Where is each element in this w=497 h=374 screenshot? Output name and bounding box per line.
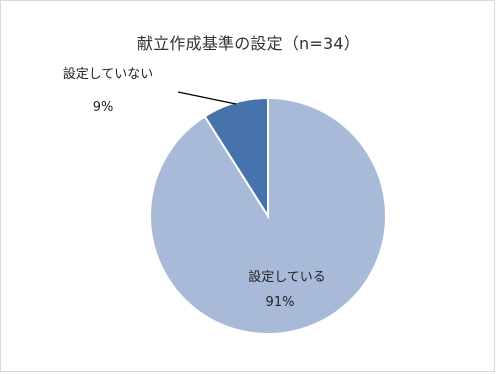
leader-line bbox=[177, 91, 237, 105]
pie-slice-not-set bbox=[203, 96, 269, 220]
data-label-set-percent: 91% bbox=[266, 295, 295, 310]
pie-slices bbox=[149, 96, 387, 335]
data-label-not-set-percent: 9% bbox=[93, 100, 114, 115]
data-label-set-name: 設定している bbox=[248, 269, 326, 285]
chart-title: 献立作成基準の設定（n=34） bbox=[137, 34, 360, 53]
data-label-not-set-name: 設定していない bbox=[63, 66, 154, 82]
